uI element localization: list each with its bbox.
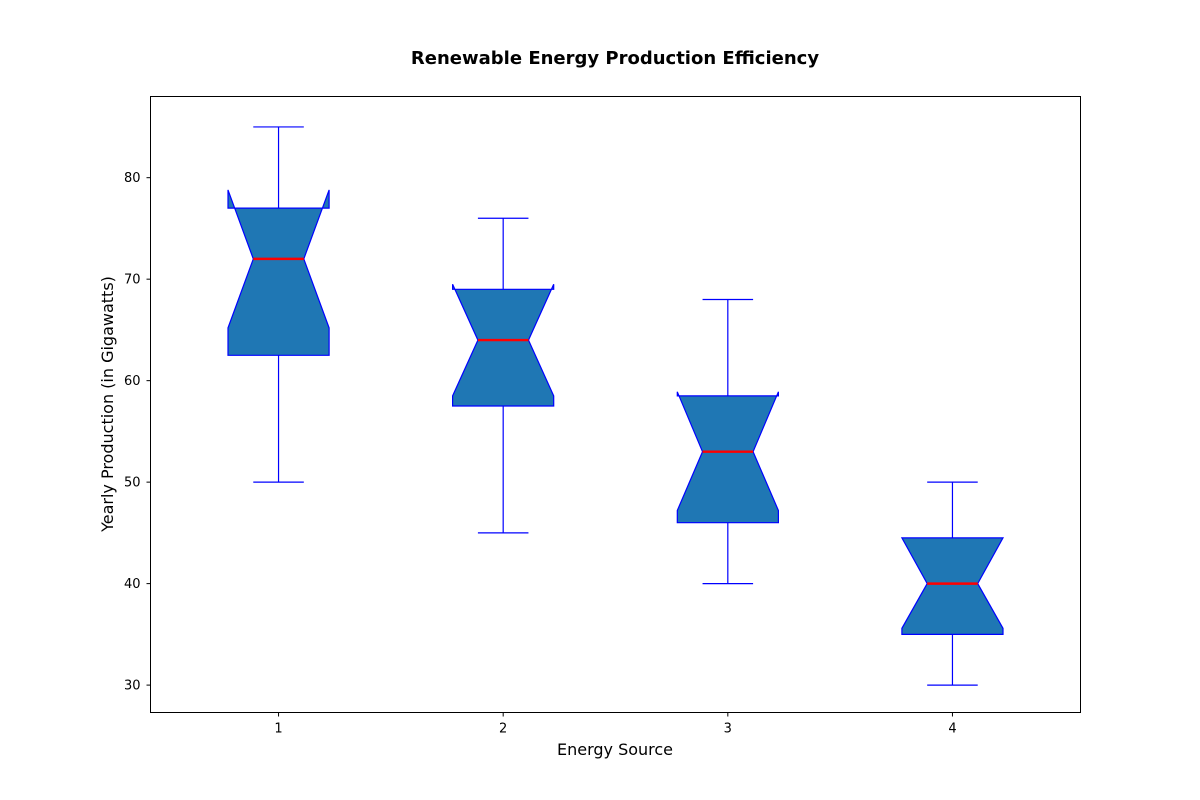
x-axis: 1 2 3 4: [274, 712, 957, 737]
y-tick-label: 80: [124, 171, 141, 186]
notched-box: [227, 189, 330, 356]
box-1: [227, 126, 330, 483]
x-tick-label: 3: [724, 722, 732, 737]
y-axis: 30 40 50 60 70 80: [124, 171, 151, 694]
y-tick-label: 40: [124, 577, 141, 592]
y-tick-label: 30: [124, 679, 141, 694]
y-tick-label: 70: [124, 273, 141, 288]
notched-box: [900, 537, 1005, 636]
plot-area-frame: [150, 96, 1081, 713]
x-tick-label: 2: [499, 722, 507, 737]
box-3: [676, 298, 780, 585]
x-tick-label: 4: [948, 722, 956, 737]
x-tick-label: 1: [274, 722, 282, 737]
chart-title: Renewable Energy Production Efficiency: [410, 48, 820, 69]
box-4: [900, 481, 1005, 686]
boxes-group: [227, 126, 1005, 686]
box-2: [452, 217, 555, 534]
notched-box: [452, 283, 555, 407]
notched-box: [676, 391, 780, 524]
y-tick-label: 60: [124, 374, 141, 389]
y-axis-label: Yearly Production (in Gigawatts): [98, 276, 117, 533]
x-axis-label: Energy Source: [557, 740, 673, 759]
y-tick-label: 50: [124, 476, 141, 491]
